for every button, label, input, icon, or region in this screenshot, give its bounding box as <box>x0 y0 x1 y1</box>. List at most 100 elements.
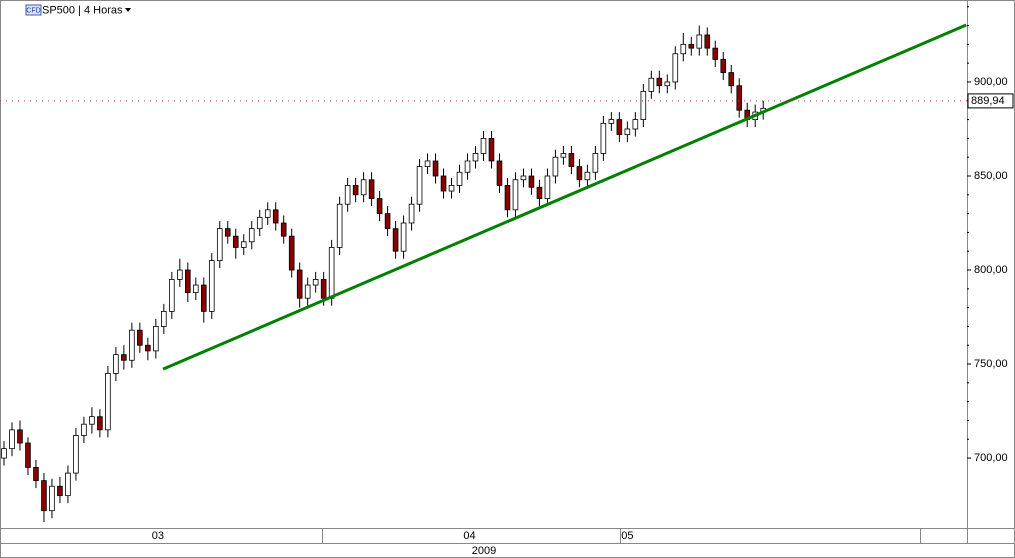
x-tick-label: 05 <box>621 530 633 542</box>
candle-body <box>25 442 31 468</box>
candle-body <box>161 310 167 327</box>
candle-body <box>208 260 215 312</box>
y-tick-label: 850,00 <box>974 170 1008 182</box>
candle-body <box>656 77 663 87</box>
candle-body <box>49 485 55 512</box>
y-tick-label: 750,00 <box>974 358 1008 370</box>
candle-body <box>672 53 679 83</box>
candle-body <box>344 185 351 205</box>
y-tick-label: 700,00 <box>974 452 1008 464</box>
candle-body <box>520 175 527 181</box>
candle-body <box>192 284 199 293</box>
candle-body <box>624 128 631 136</box>
candle-body <box>9 429 15 450</box>
candle-body <box>600 122 607 154</box>
badge-box <box>25 4 42 16</box>
chart-title[interactable]: SP500 | 4 Horas <box>42 4 123 16</box>
candle-body <box>280 222 287 237</box>
x-tick-label: 03 <box>152 530 164 542</box>
candle-body <box>73 435 79 474</box>
candle-body <box>232 235 239 248</box>
last-price-box <box>967 93 1014 109</box>
candle-body <box>640 90 647 120</box>
candle-body <box>33 467 39 482</box>
candle-body <box>440 175 447 192</box>
candle-body <box>680 43 687 55</box>
candle-body <box>424 160 431 167</box>
candle-body <box>368 179 375 199</box>
candle-body <box>89 416 95 425</box>
candle-body <box>536 186 543 199</box>
candle-body <box>408 203 415 224</box>
trendline <box>162 23 967 371</box>
x-tick-label: 04 <box>463 530 475 542</box>
candle-body <box>320 279 327 299</box>
candle-body <box>296 269 303 299</box>
candle-body <box>568 153 575 167</box>
candle-body <box>720 59 727 73</box>
candle-body <box>264 209 271 218</box>
candle-body <box>448 185 455 192</box>
candle-body <box>384 213 391 230</box>
candle-body <box>696 34 703 49</box>
candle-body <box>560 153 567 158</box>
candle-body <box>736 85 743 111</box>
candle-body <box>352 185 359 196</box>
candle-body <box>153 326 159 352</box>
candle-body <box>664 81 671 87</box>
candle-body <box>224 228 231 237</box>
candle-body <box>464 160 471 173</box>
candle-body <box>137 329 143 346</box>
candle-body <box>41 480 47 512</box>
candle-body <box>1 448 7 459</box>
candle-body <box>288 235 295 271</box>
candle-body <box>304 284 311 299</box>
candle-body <box>248 228 255 243</box>
candle-body <box>113 354 119 374</box>
candle-body <box>472 153 479 162</box>
candle-body <box>17 429 23 444</box>
candle-body <box>272 209 279 224</box>
candle-body <box>608 119 615 124</box>
candle-body <box>360 179 367 196</box>
candle-body <box>400 222 407 252</box>
candle-body <box>584 171 591 181</box>
candle-body <box>169 279 175 312</box>
candle-body <box>57 485 63 497</box>
candle-body <box>688 43 695 49</box>
candle-body <box>328 247 335 299</box>
candle-body <box>456 171 463 186</box>
candle-body <box>504 185 511 211</box>
candle-body <box>552 156 559 177</box>
candle-body <box>648 77 655 92</box>
candle-body <box>632 119 639 130</box>
candle-body <box>376 198 383 215</box>
y-tick-label: 800,00 <box>974 264 1008 276</box>
candle-body <box>704 34 711 49</box>
year-label: 2009 <box>472 545 496 557</box>
candle-body <box>336 203 343 248</box>
dropdown-arrow[interactable] <box>125 8 131 12</box>
candle-body <box>256 216 263 230</box>
candle-body <box>576 166 583 181</box>
candle-body <box>416 166 423 205</box>
candle-body <box>728 72 735 87</box>
candle-body <box>528 175 535 188</box>
candle-body <box>496 160 503 186</box>
candle-body <box>129 329 135 361</box>
candle-body <box>480 137 487 154</box>
candle-body <box>488 137 495 162</box>
candle-body <box>145 344 151 352</box>
candle-body <box>185 269 191 293</box>
y-tick-label: 900,00 <box>974 76 1008 88</box>
candle-body <box>81 423 87 436</box>
candle-body <box>216 228 223 262</box>
candle-body <box>312 279 319 286</box>
last-price-label: 889,94 <box>971 95 1005 107</box>
candle-body <box>65 472 71 497</box>
candle-body <box>712 47 719 60</box>
candle-body <box>105 373 111 431</box>
candle-body <box>97 416 103 431</box>
